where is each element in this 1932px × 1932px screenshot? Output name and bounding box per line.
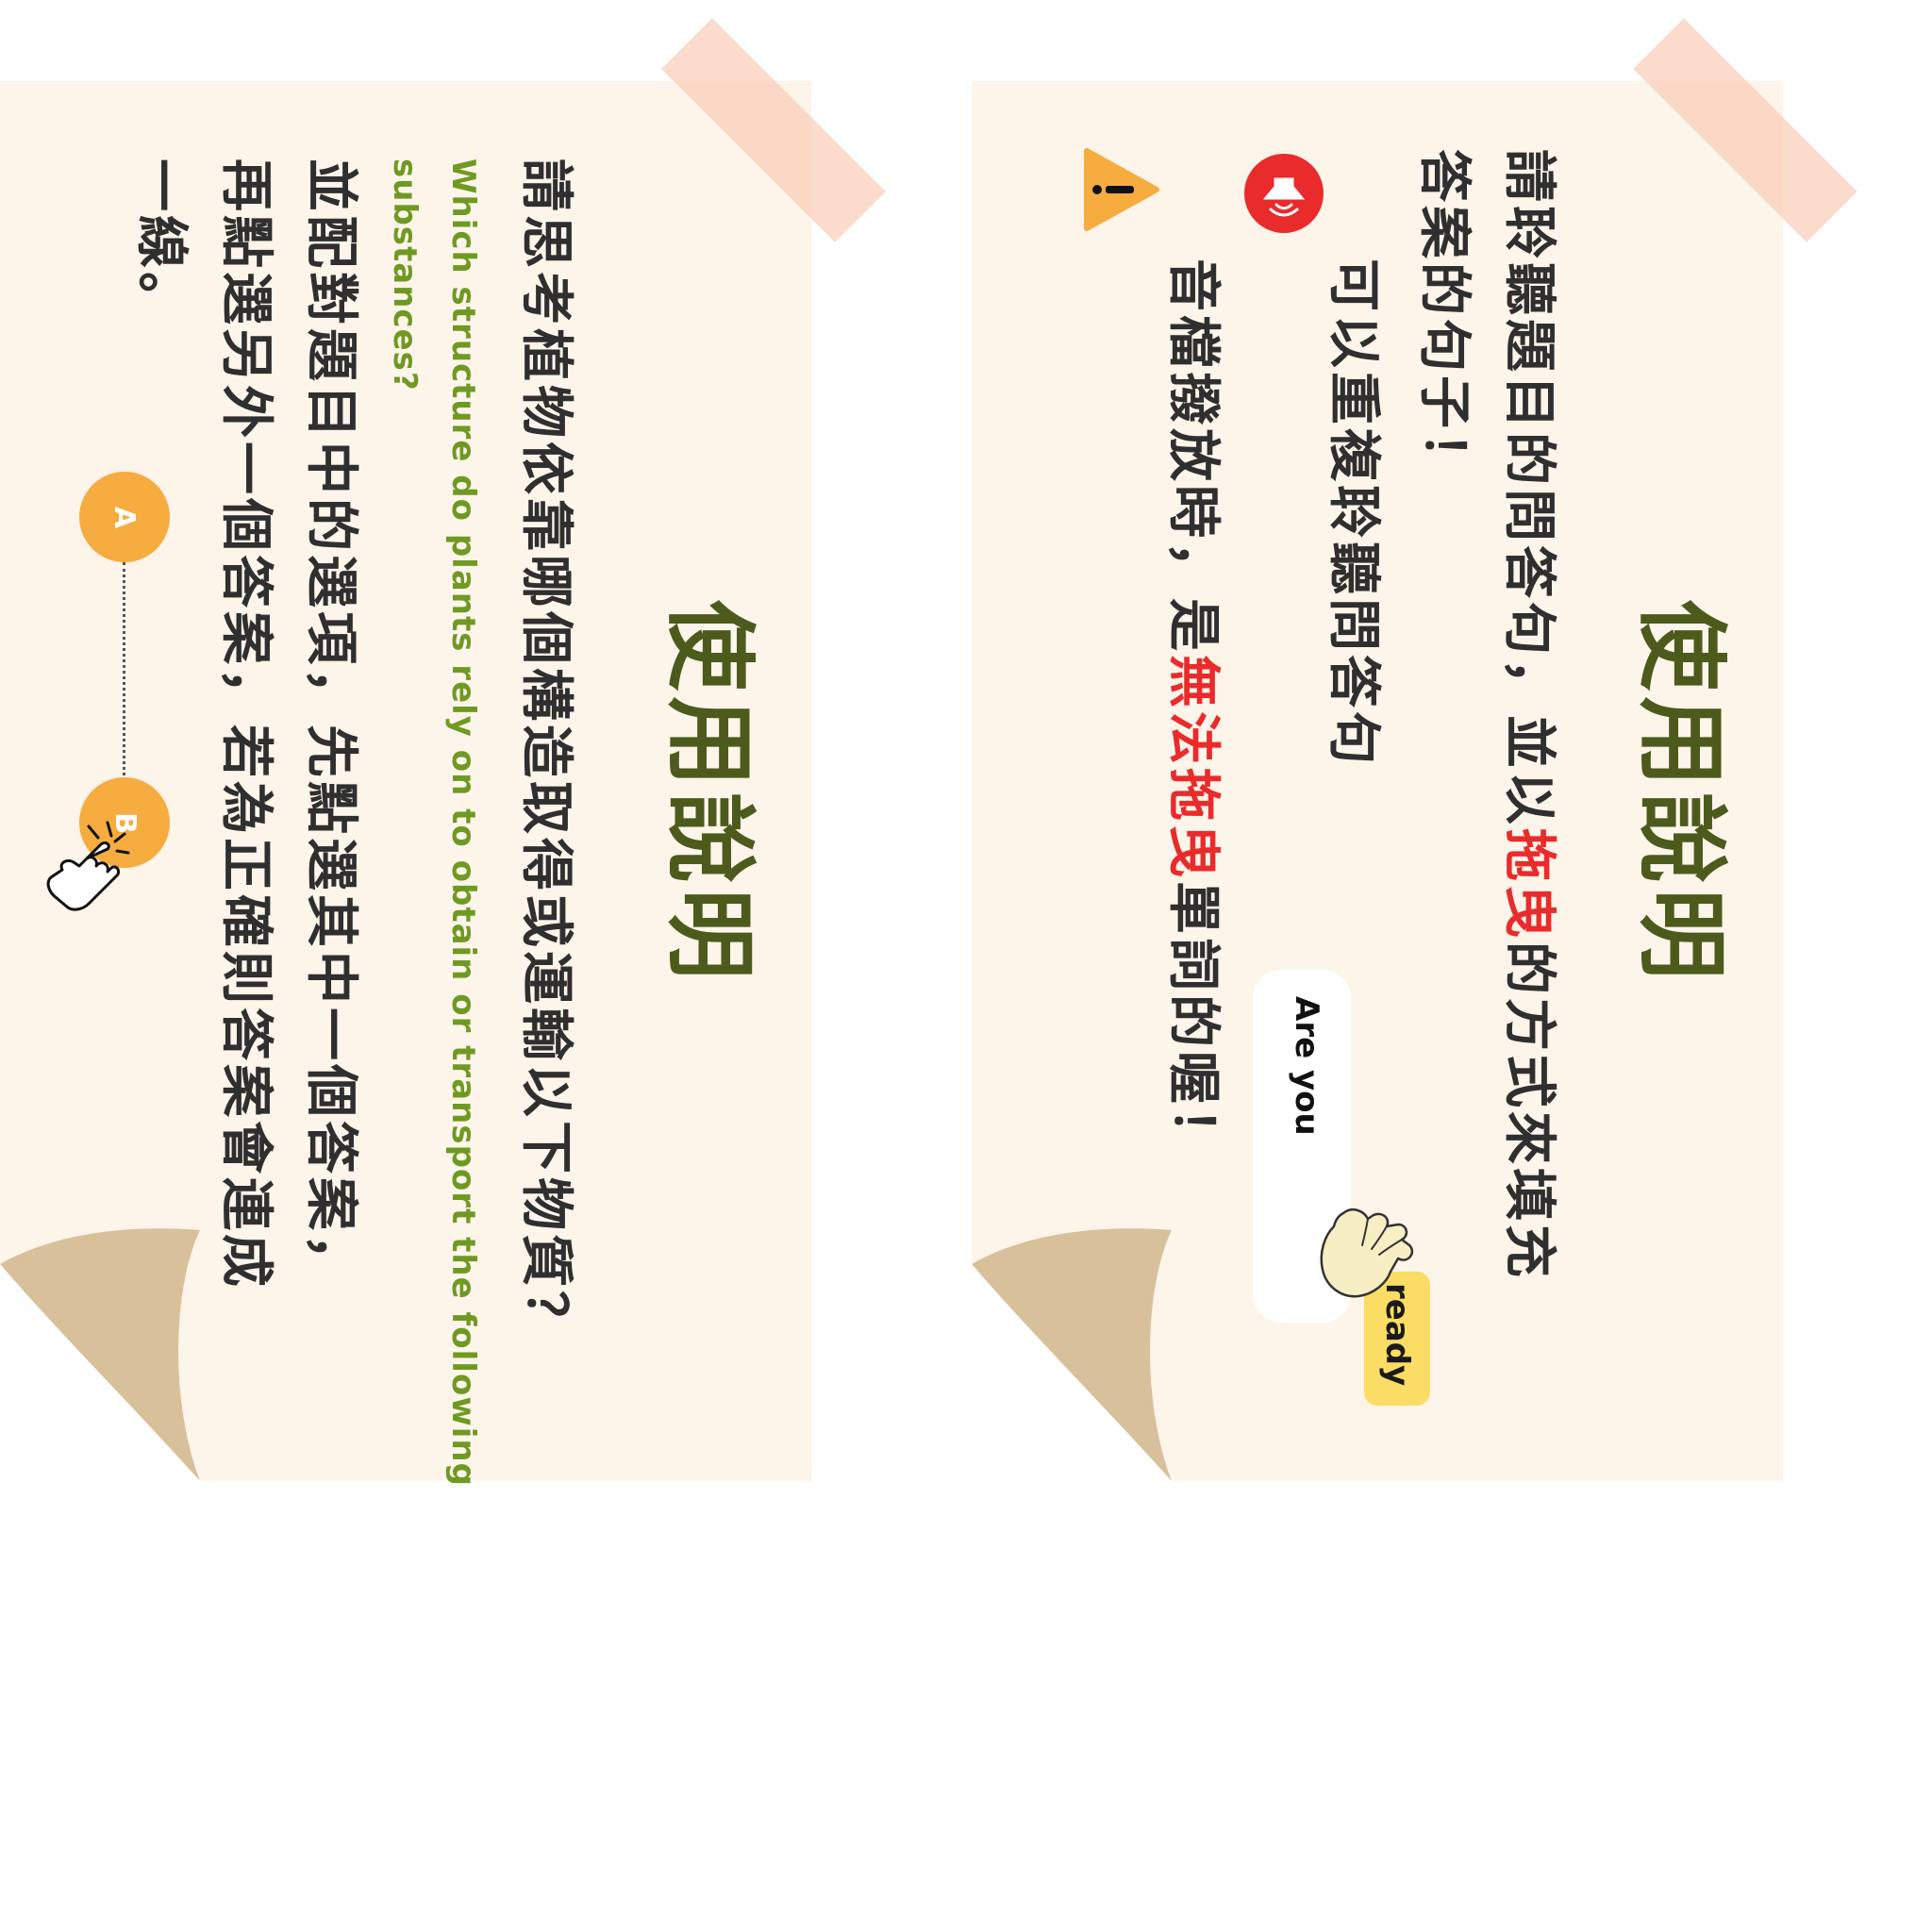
instruction-line1: 請聆聽題目的問答句，並以拖曳的方式來填充 [1498,149,1559,1281]
english-question-line1: Which structure do plants rely on to obt… [444,158,482,1487]
instruction-line1-prefix: 請聆聽題目的問答句，並以 [1498,149,1559,828]
draggable-word-chip[interactable]: ready [1364,1272,1430,1406]
badge-a: A [79,472,170,562]
instructions-card-matching: 使用說明 請思考植物依靠哪個構造取得或運輸以下物質？ Which structu… [0,0,972,1509]
warning-text: 音檔撥放時，是無法拖曳單詞的喔！ [1162,258,1224,1164]
page-curl [972,1226,1179,1481]
instruction-line1-highlight: 拖曳 [1498,828,1559,941]
warning-text-highlight: 無法拖曳 [1162,655,1224,881]
instruction-line1: 並配對題目中的選項，先點選其中一個答案， [300,158,361,1291]
warning-text-prefix: 音檔撥放時，是 [1162,258,1224,655]
answer-card-text: Are you [1288,996,1325,1136]
english-question-line2: substances? [386,158,424,391]
warning-text-suffix: 單詞的喔！ [1162,881,1224,1164]
instruction-line2: 再點選另外一個答案，若為正確則答案會連成 [215,158,276,1291]
grab-hand-icon [1320,1208,1414,1298]
click-hand-icon [46,821,130,911]
instruction-line1-suffix: 的方式來填充 [1498,941,1559,1281]
instructions-card-drag: 使用說明 請聆聽題目的問答句，並以拖曳的方式來填充 答案的句子！ 可以重複聆聽問… [972,0,1932,1509]
question-text: 請思考植物依靠哪個構造取得或運輸以下物質？ [515,158,576,1347]
instruction-line3: 一線。 [130,158,192,328]
page-curl [0,1226,208,1481]
replay-text: 可以重複聆聽問答句 [1323,258,1384,768]
warning-icon [1084,148,1159,231]
speaker-icon[interactable] [1243,153,1324,234]
card-title: 使用說明 [1628,600,1734,985]
connect-line [123,562,125,781]
card-title: 使用說明 [657,600,762,985]
instruction-line2: 答案的句子！ [1413,149,1474,489]
